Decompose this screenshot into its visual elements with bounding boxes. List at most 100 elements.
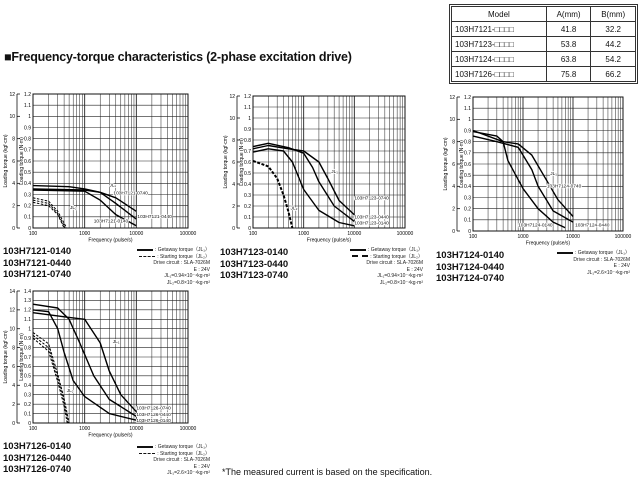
y2-tick-label: 4 — [12, 181, 15, 187]
legend-circuit: Drive circuit : SLA-7026M — [153, 457, 210, 464]
model-label: 103H7121-0740 — [3, 269, 72, 280]
legend-getaway-label: : Getaway torque（JL₁） — [154, 247, 210, 253]
plot-frame — [32, 93, 189, 229]
y-tick-label: 0.3 — [24, 192, 31, 198]
x-tick-label: 100000 — [180, 426, 197, 432]
curve-annotation: 103H7126-0740 — [136, 406, 171, 412]
y-tick-label: 1.2 — [24, 308, 31, 314]
y-tick-label: 1 — [248, 116, 251, 122]
y-tick-label: 0.3 — [244, 193, 251, 199]
y-tick-label: 1.4 — [24, 289, 31, 295]
getaway-torque-curve — [252, 142, 355, 222]
torque-chart-2: 0 0.1 0.2 0.3 0.4 0.5 0.6 0.7 0.8 0.9 1 1.1 1.2 0 2 4 6 8… — [223, 94, 414, 244]
legend-starting-label: : Starting torque（JL₂） — [370, 253, 423, 260]
y2-tick-label: 8 — [452, 139, 455, 145]
torque-chart-4: 0 0.1 0.2 0.3 0.4 0.5 0.6 0.7 0.8 0.9 1 1.1 1.2 1.3 1.… — [3, 289, 197, 439]
legend-7126: : Getaway torque（JL₁） : Starting torque（… — [105, 444, 210, 477]
y2-tick-label: 2 — [232, 204, 235, 210]
torque-chart-1: 0 0.1 0.2 0.3 0.4 0.5 0.6 0.7 0.8 0.9 1 1.1 1.2 0 2 4 6 8… — [3, 92, 197, 244]
y-tick-label: 0 — [468, 229, 471, 235]
y-tick-label: 1.2 — [244, 94, 251, 100]
legend-circuit: Drive circuit : SLA-7026M — [153, 260, 210, 267]
y-tick-label: 0.2 — [244, 204, 251, 210]
y2-tick-label: 2 — [12, 402, 15, 408]
y2-tick-label: 10 — [9, 114, 15, 120]
x-tick-label: 100 — [29, 426, 38, 432]
x-tick-label: 100000 — [615, 234, 632, 240]
footnote: *The measured current is based on the sp… — [222, 467, 433, 477]
y-axis-label: Loading torque (N·m) — [239, 138, 245, 186]
y2-tick-label: 8 — [12, 345, 15, 351]
legend-jl1: JL₁=2.6×10⁻⁴kg·m² — [587, 269, 630, 276]
x-axis-label: Frequency (pulse/s) — [307, 238, 352, 244]
curve-annotation: 103H7123-0140 — [354, 221, 389, 227]
legend-jl2: JL₂=0.8×10⁻⁴kg·m² — [379, 279, 423, 286]
y-tick-label: 0.4 — [464, 184, 471, 190]
y2-tick-label: 0 — [452, 229, 455, 235]
table-row: 103H7126-□□□□ 75.8 66.2 — [451, 66, 636, 82]
y-tick-label: 0.6 — [244, 160, 251, 166]
y2-tick-label: 4 — [232, 182, 235, 188]
y-tick-label: 1.2 — [464, 95, 471, 101]
y-tick-label: 1 — [28, 327, 31, 333]
y-tick-label: 0.7 — [24, 148, 31, 154]
getaway-torque-curve — [252, 144, 355, 216]
y-tick-label: 0.8 — [24, 136, 31, 142]
y-tick-label: 1.1 — [464, 106, 471, 112]
curve-annotation: 103H7121-0740 — [113, 191, 148, 197]
y-tick-label: 0.7 — [244, 149, 251, 155]
x-tick-label: 100 — [469, 234, 478, 240]
curve-annotation: JL₁ — [331, 169, 338, 175]
y-tick-label: 0.9 — [244, 127, 251, 133]
curve-annotation: 103H7121-0440 — [137, 214, 172, 220]
legend-jl1: JL₁=2.6×10⁻⁴kg·m² — [167, 470, 210, 477]
legend-getaway-label: : Getaway torque（JL₁） — [367, 247, 423, 253]
x-tick-label: 100000 — [180, 231, 197, 237]
y-tick-label: 0.6 — [464, 162, 471, 168]
getaway-torque-curve — [32, 312, 137, 413]
y-tick-label: 0.1 — [24, 215, 31, 221]
y-tick-label: 0.1 — [24, 411, 31, 417]
getaway-torque-curve — [32, 303, 137, 417]
getaway-torque-curve — [252, 148, 355, 227]
dimension-table: Model A(mm) B(mm) 103H7121-□□□□ 41.8 32.2 … — [449, 4, 638, 84]
x-tick-label: 10000 — [566, 234, 580, 240]
y-tick-label: 1.1 — [24, 103, 31, 109]
y2-tick-label: 8 — [12, 136, 15, 142]
legend-starting: : Starting torque（JL₂） — [105, 254, 210, 261]
legend-circuit: Drive circuit : SLA-7026M — [366, 260, 423, 267]
x-axis-label: Frequency (pulse/s) — [88, 433, 133, 439]
model-label: 103H7126-0740 — [3, 464, 72, 475]
y-tick-label: 0.4 — [244, 182, 251, 188]
curve-annotation: 103H7124-0440 — [575, 223, 610, 229]
curve-annotation: JL₁ — [109, 183, 116, 189]
curve-annotation: 103H7121-0140 — [94, 218, 129, 224]
y-tick-label: 0 — [28, 421, 31, 427]
y-axis-label: Loading torque (N·m) — [459, 140, 465, 188]
y-tick-label: 0.8 — [464, 139, 471, 145]
table-row: 103H7124-□□□□ 63.8 54.2 — [451, 51, 636, 67]
y-tick-label: 1 — [468, 117, 471, 123]
getaway-torque-curve — [472, 129, 574, 217]
y2-tick-label: 10 — [449, 117, 455, 123]
legend-circuit: Drive circuit : SLA-7026M — [573, 256, 630, 263]
getaway-torque-curve — [472, 130, 566, 229]
plot-frame — [252, 95, 406, 229]
curve-annotation: 103H7123-0440 — [354, 215, 389, 221]
y-tick-label: 0.5 — [464, 173, 471, 179]
legend-starting: : Starting torque（JL₂） — [318, 254, 423, 261]
legend-jl1: JL₁=0.94×10⁻⁴kg·m² — [164, 273, 210, 280]
section-title: ■Frequency-torque characteristics (2-pha… — [4, 50, 352, 64]
legend-voltage: E : 24V — [613, 263, 630, 270]
model-label: 103H7123-0140 — [220, 247, 289, 258]
y-tick-label: 1.1 — [24, 317, 31, 323]
y-tick-label: 1.3 — [24, 298, 31, 304]
cell-model: 103H7126-□□□□ — [451, 66, 547, 82]
curve-annotation: 103H7126-0440 — [136, 412, 171, 418]
legend-getaway: : Getaway torque（JL₁） — [318, 247, 423, 254]
model-label: 103H7124-0740 — [436, 273, 505, 284]
model-list-7121: 103H7121-0140 103H7121-0440 103H7121-074… — [3, 246, 71, 281]
y-tick-label: 0 — [248, 226, 251, 232]
model-list-7126: 103H7126-0140 103H7126-0440 103H7126-074… — [3, 441, 71, 476]
y-tick-label: 0.4 — [24, 181, 31, 187]
